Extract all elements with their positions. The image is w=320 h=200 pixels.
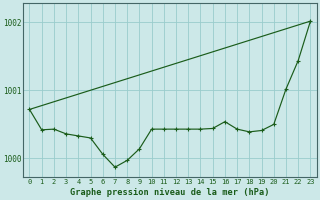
- X-axis label: Graphe pression niveau de la mer (hPa): Graphe pression niveau de la mer (hPa): [70, 188, 270, 197]
